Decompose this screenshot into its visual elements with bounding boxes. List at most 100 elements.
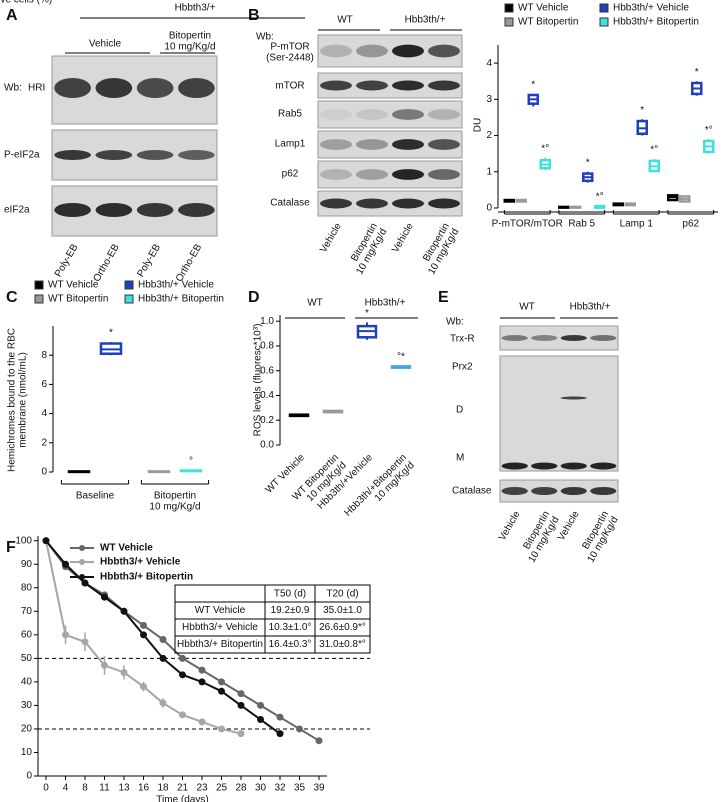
- y-tick-label: 0: [41, 467, 47, 478]
- blot-band: [428, 109, 460, 120]
- y-tick-label: 4: [486, 58, 492, 69]
- panel-label: B: [248, 7, 260, 24]
- x-tick-label: P-mTOR/mTOR: [492, 219, 563, 230]
- legend-marker: [79, 545, 85, 551]
- blot-band: [392, 80, 424, 91]
- y-tick-label: 0: [26, 771, 32, 782]
- point: [140, 631, 147, 639]
- x-tick-label: Lamp 1: [620, 219, 654, 230]
- blot-band: [178, 203, 215, 217]
- x-tick-label: 8: [82, 783, 88, 794]
- table-cell: Hbbth3/+ Vehicle: [182, 622, 258, 633]
- blot-band: [356, 109, 388, 120]
- group-label: Vehicle: [89, 39, 122, 50]
- row-label: p62: [282, 169, 299, 180]
- y-tick-label: 30: [21, 700, 33, 711]
- significance-marker: *°: [541, 144, 549, 155]
- point: [257, 701, 264, 709]
- legend-swatch: [124, 294, 134, 304]
- legend-label: Hbbth3/+ Vehicle: [100, 557, 181, 568]
- blot-band: [392, 198, 424, 209]
- point: [62, 631, 69, 639]
- y-tick-label: 0.4: [260, 390, 274, 401]
- table-header: T20 (d): [326, 589, 358, 600]
- x-tick-label: p62: [682, 219, 699, 230]
- point: [218, 678, 225, 686]
- table-cell: Hbbth3/+ Bitopertin: [177, 639, 263, 650]
- row-label: Catalase: [270, 198, 310, 209]
- point: [237, 730, 245, 738]
- y-tick-label: 40: [21, 677, 33, 688]
- wb-label: Wb:: [256, 32, 274, 43]
- x-tick-label: 11: [99, 783, 110, 794]
- row-note: (Ser-2448): [266, 53, 314, 64]
- legend-swatch: [34, 294, 44, 304]
- blot-band: [392, 139, 424, 150]
- wb-label: Wb:: [4, 83, 22, 94]
- blot-band: [428, 80, 460, 91]
- row-label: P-eIF2a: [4, 150, 40, 161]
- point: [159, 699, 167, 707]
- significance-marker: *°: [705, 125, 713, 136]
- blot-band: [356, 80, 388, 91]
- legend-label: WT Vehicle: [518, 3, 569, 14]
- lane-label: Vehicle: [556, 509, 582, 543]
- blot-band: [392, 109, 424, 120]
- y-tick-label: 1.0: [260, 316, 274, 327]
- x-tick-label: 30: [255, 783, 267, 794]
- y-tick-label: 0.0: [260, 440, 274, 451]
- point: [120, 607, 128, 615]
- legend-swatch: [599, 17, 609, 27]
- blot-band: [54, 150, 91, 160]
- row-label: Prx2: [452, 362, 473, 373]
- blot-band: [531, 462, 558, 470]
- y-axis-label: DU: [473, 118, 484, 132]
- significance-marker: *: [365, 308, 369, 319]
- legend-label: Hbb3th/+ Bitopertin: [138, 294, 224, 305]
- legend-swatch: [504, 3, 514, 13]
- group-label: Hbb3th/+: [365, 298, 406, 309]
- blot-band: [136, 150, 174, 160]
- significance-marker: °*: [397, 351, 405, 362]
- legend-label: Hbb3th/+ Vehicle: [138, 280, 214, 291]
- point: [198, 666, 206, 674]
- blot-band: [320, 169, 352, 180]
- panel-label: A: [6, 7, 18, 24]
- y-axis-label: CFSE positive cells (%): [0, 0, 52, 6]
- blot-band: [531, 487, 558, 495]
- row-label: mTOR: [275, 81, 304, 92]
- row-label: Lamp1: [275, 139, 306, 150]
- x-tick-label: Bitopertin: [154, 491, 196, 502]
- point: [81, 638, 89, 646]
- blot-band: [501, 335, 528, 341]
- y-tick-label: 100: [15, 535, 32, 546]
- lane-label: Vehicle: [497, 509, 523, 543]
- legend-label: WT Bitopertin: [48, 294, 108, 305]
- point: [42, 537, 50, 545]
- point: [140, 683, 147, 691]
- legend-marker: [79, 559, 85, 565]
- lane-label: Poly-EB: [53, 242, 81, 279]
- x-axis-label: Time (days): [156, 795, 208, 802]
- blot-band: [560, 462, 587, 470]
- table-cell: WT Vehicle: [195, 605, 246, 616]
- y-tick-label: 20: [21, 724, 33, 735]
- legend-swatch: [599, 3, 609, 13]
- x-tick-label: 32: [274, 783, 286, 794]
- x-tick-label: 23: [196, 783, 208, 794]
- blot-band: [560, 335, 587, 341]
- significance-marker: *: [109, 328, 113, 339]
- point: [62, 560, 69, 568]
- point: [237, 701, 245, 709]
- significance-marker: *: [531, 80, 535, 91]
- legend-label: WT Vehicle: [100, 543, 153, 554]
- y-axis-label: membrane (nmol/mL): [18, 352, 29, 448]
- table-cell: 16.4±0.3°: [269, 639, 312, 650]
- table-cell: 31.0±0.8*°: [319, 639, 366, 650]
- y-tick-label: 8: [41, 350, 47, 361]
- table-header: T50 (d): [274, 589, 306, 600]
- blot-band: [136, 203, 174, 217]
- blot-band: [392, 169, 424, 180]
- blot-band: [178, 150, 215, 160]
